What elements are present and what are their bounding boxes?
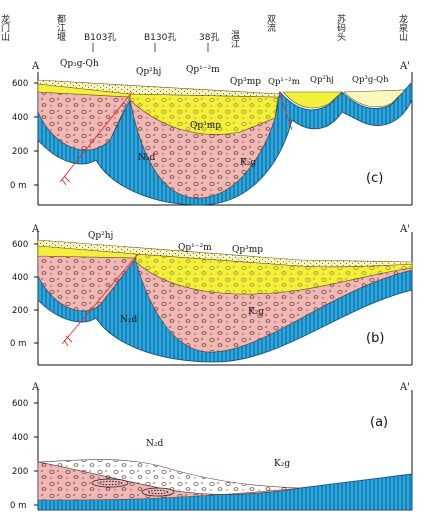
panel-a-lens-2 (141, 487, 175, 497)
panel-c-neogene-left-pebbles (38, 92, 130, 151)
y-tick-label: 600 (12, 79, 28, 89)
y-tick-label: 600 (12, 399, 28, 409)
panel-c-right-basin-1 (282, 91, 343, 109)
panel-c-end-right: A' (399, 61, 410, 72)
place-dujiangyan: 都江堰 (55, 14, 66, 41)
panel-c-unit-label: K₂g (240, 158, 256, 168)
panel-b-unit-label: Qp²hj (88, 231, 113, 241)
panel-a-end-right: A' (399, 382, 410, 393)
borehole-b103: B103孔 (84, 32, 116, 43)
y-tick-label: 200 (12, 467, 28, 477)
panel-a-end-left: A (31, 382, 40, 393)
panel-a-lens-1 (91, 478, 129, 488)
place-text: 温江 (229, 30, 240, 49)
panel-b: A A' 600 400 200 0 m (10, 224, 413, 366)
panel-c: A A' 600 400 200 0 m (10, 59, 413, 206)
panel-b-unit-label: Qp³mp (232, 245, 263, 255)
y-tick-label: 400 (12, 273, 28, 283)
panel-c-unit-label: Qp¹⁻²m (268, 77, 300, 87)
panel-a-neogene-pebbles (38, 459, 300, 500)
panel-b-unit-label: N₂d (120, 315, 137, 325)
panel-a-lens-2-dots (147, 489, 169, 495)
panel-c-unit-label: Qp¹⁻²m (186, 65, 220, 75)
place-labels: 龙门山 都江堰 B103孔 B130孔 38孔 温江 双流 苏码头 龙泉山 (0, 13, 408, 52)
place-longquanshan: 龙泉山 (397, 13, 408, 41)
y-tick-label: 0 m (10, 501, 26, 511)
panel-c-label: (c) (366, 171, 383, 186)
panel-a: A A' 600 400 200 0 m N₂d K₂g (a) (10, 382, 413, 511)
panel-b-neogene-main-pebbles (136, 262, 412, 353)
panel-b-yellow-pebbles (136, 254, 412, 295)
y-tick-label: 600 (12, 240, 28, 250)
panel-a-unit-label: K₂g (274, 459, 290, 469)
panel-c-fault-left (59, 91, 133, 186)
panel-c-end-left: A (31, 61, 40, 72)
place-text: 龙门山 (0, 13, 10, 41)
y-tick-label: 200 (12, 306, 28, 316)
place-wenjiang: 温江 (229, 30, 240, 49)
panel-c-unit-label: N₂d (138, 153, 155, 163)
place-text: 双流 (265, 14, 276, 33)
place-text: 都江堰 (55, 14, 66, 41)
panel-c-neogene-main-pebbles (130, 100, 275, 199)
panel-c-bedrock-hatch (38, 82, 412, 205)
panel-b-pale-dots (38, 240, 412, 267)
panel-b-neogene-left-pebbles (38, 256, 136, 311)
y-tick-label: 400 (12, 433, 28, 443)
borehole-38: 38孔 (199, 32, 219, 43)
panel-c-pale-dots (38, 80, 280, 97)
panel-b-fault (61, 253, 139, 347)
panel-a-label: (a) (370, 415, 388, 430)
panel-b-label: (b) (366, 331, 384, 346)
panel-c-yellow-pebbles (130, 94, 278, 135)
panel-c-unit-label: Qp²hj (310, 75, 334, 85)
panel-c-unit-label: Qp²hj (136, 67, 161, 77)
y-tick-label: 200 (12, 147, 28, 157)
panel-b-y-ticks: 600 400 200 0 m (10, 240, 38, 349)
place-sumatou: 苏码头 (335, 13, 346, 42)
panel-c-fault-right (278, 91, 293, 131)
y-tick-label: 0 m (10, 181, 26, 191)
panel-b-bedrock-hatch (38, 258, 412, 362)
panel-b-unit-label: Qp¹⁻²m (178, 243, 212, 253)
panel-a-lens-1-dots (97, 480, 123, 486)
borehole-b130: B130孔 (144, 32, 176, 43)
y-tick-label: 0 m (10, 339, 26, 349)
panel-b-end-right: A' (399, 224, 410, 235)
panel-b-unit-label: K₂g (248, 307, 264, 317)
panel-b-end-left: A (31, 224, 40, 235)
panel-c-unit-label: Qp³g-Qh (352, 75, 389, 85)
panel-c-unit-label: Qp³mp (230, 77, 261, 87)
panel-a-unit-label: N₂d (146, 439, 163, 449)
panel-c-unit-label: Qp³mp (190, 121, 221, 131)
panel-c-right-basin-2 (343, 89, 406, 108)
place-text: 苏码头 (335, 13, 346, 42)
y-tick-label: 400 (12, 113, 28, 123)
panel-a-y-ticks: 600 400 200 0 m (10, 399, 38, 511)
place-text: 龙泉山 (397, 13, 408, 41)
panel-c-y-ticks: 600 400 200 0 m (10, 79, 38, 191)
place-longmenshan: 龙门山 (0, 13, 10, 41)
panel-c-unit-label: Qp₃g-Qh (60, 59, 99, 69)
place-shuangliu: 双流 (265, 14, 276, 33)
